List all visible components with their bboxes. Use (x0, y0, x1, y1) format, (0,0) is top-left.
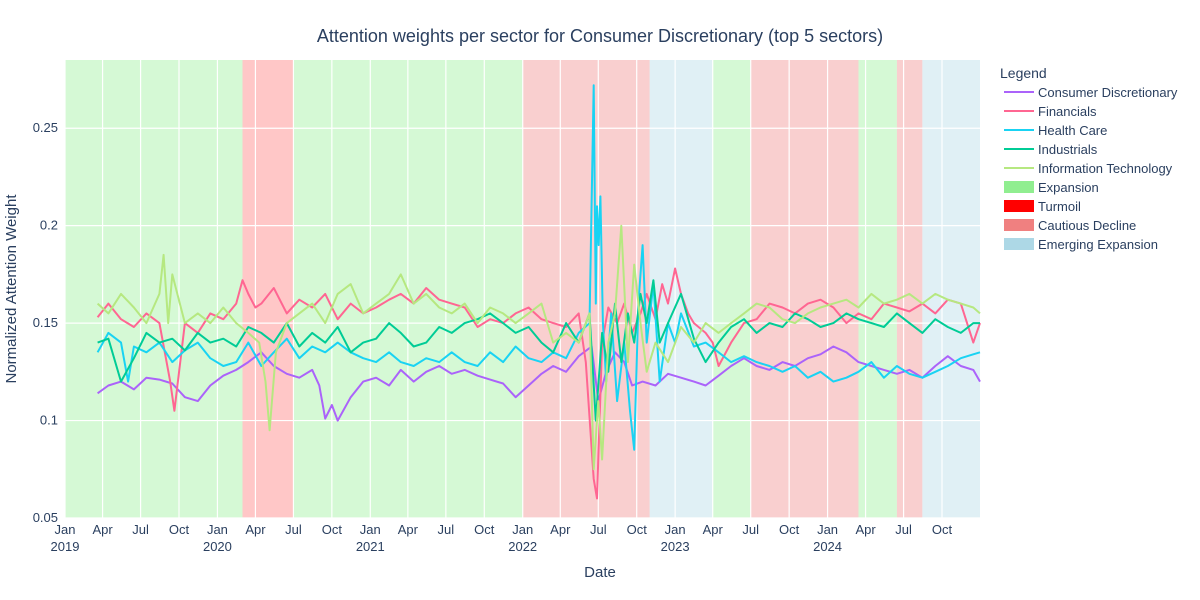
regime-band (242, 60, 294, 518)
y-axis: 0.05 0.1 0.15 0.2 0.25 (33, 120, 58, 525)
legend-item-label[interactable]: Industrials (1038, 142, 1098, 157)
legend-item-label[interactable]: Information Technology (1038, 161, 1173, 176)
legend-fill-swatch (1004, 200, 1034, 212)
x-tick-label: Jan (55, 522, 76, 537)
x-tick-label: Jan (360, 522, 381, 537)
legend-fill-swatch (1004, 238, 1034, 250)
legend-item-label[interactable]: Financials (1038, 104, 1097, 119)
x-tick-label: Oct (627, 522, 648, 537)
legend-item-label[interactable]: Expansion (1038, 180, 1099, 195)
regime-band (896, 60, 923, 518)
x-tick-year-label: 2022 (508, 539, 537, 554)
y-tick-label: 0.05 (33, 510, 58, 525)
chart-title: Attention weights per sector for Consume… (317, 26, 883, 46)
x-tick-label: Jan (665, 522, 686, 537)
y-tick-label: 0.25 (33, 120, 58, 135)
plot-area[interactable] (64, 60, 981, 519)
x-tick-label: Apr (855, 522, 876, 537)
series-line (96, 267, 981, 500)
x-tick-label: Jul (438, 522, 455, 537)
x-tick-label: Apr (550, 522, 571, 537)
x-tick-label: Apr (245, 522, 266, 537)
y-axis-title: Normalized Attention Weight (3, 194, 20, 384)
x-tick-label: Jul (132, 522, 149, 537)
regime-band (858, 60, 897, 518)
x-tick-label: Jan (817, 522, 838, 537)
regime-band (65, 60, 243, 518)
x-tick-label: Apr (398, 522, 419, 537)
series-line (96, 224, 981, 471)
x-tick-label: Jan (207, 522, 228, 537)
legend-item-label[interactable]: Consumer Discretionary (1038, 85, 1178, 100)
x-tick-label: Jul (742, 522, 759, 537)
x-tick-label: Jul (590, 522, 607, 537)
regime-band (750, 60, 859, 518)
x-tick-label: Oct (932, 522, 953, 537)
legend-fill-swatch (1004, 181, 1034, 193)
x-tick-label: Oct (169, 522, 190, 537)
series-line (96, 84, 981, 451)
x-tick-label: Apr (92, 522, 113, 537)
x-tick-year-label: 2024 (813, 539, 842, 554)
x-axis-title: Date (584, 564, 616, 581)
regime-band (712, 60, 751, 518)
legend-item-label[interactable]: Turmoil (1038, 199, 1081, 214)
legend[interactable]: Legend Consumer Discretionary Financials H… (1000, 65, 1178, 252)
regime-band (922, 60, 980, 518)
regime-band (649, 60, 713, 518)
regime-band (522, 60, 650, 518)
regime-bands (65, 60, 980, 518)
legend-title: Legend (1000, 65, 1047, 81)
x-tick-label: Jul (895, 522, 912, 537)
y-tick-label: 0.1 (40, 413, 58, 428)
x-tick-year-label: 2020 (203, 539, 232, 554)
x-tick-label: Apr (703, 522, 724, 537)
x-tick-label: Jan (512, 522, 533, 537)
legend-item-label[interactable]: Health Care (1038, 123, 1107, 138)
legend-fill-swatch (1004, 219, 1034, 231)
x-tick-year-label: 2019 (51, 539, 80, 554)
x-tick-label: Oct (474, 522, 495, 537)
series-lines (96, 84, 981, 500)
x-tick-year-label: 2023 (661, 539, 690, 554)
legend-item-label[interactable]: Emerging Expansion (1038, 237, 1158, 252)
y-tick-label: 0.2 (40, 218, 58, 233)
x-tick-label: Oct (322, 522, 343, 537)
x-axis: Jan 2019 Apr Jul Oct Jan 2020 Apr Jul Oct Jan 2021 A… (51, 522, 953, 554)
y-tick-label: 0.15 (33, 315, 58, 330)
legend-item-label[interactable]: Cautious Decline (1038, 218, 1136, 233)
series-line (97, 345, 981, 422)
x-tick-label: Jul (285, 522, 302, 537)
x-tick-year-label: 2021 (356, 539, 385, 554)
x-tick-label: Oct (779, 522, 800, 537)
